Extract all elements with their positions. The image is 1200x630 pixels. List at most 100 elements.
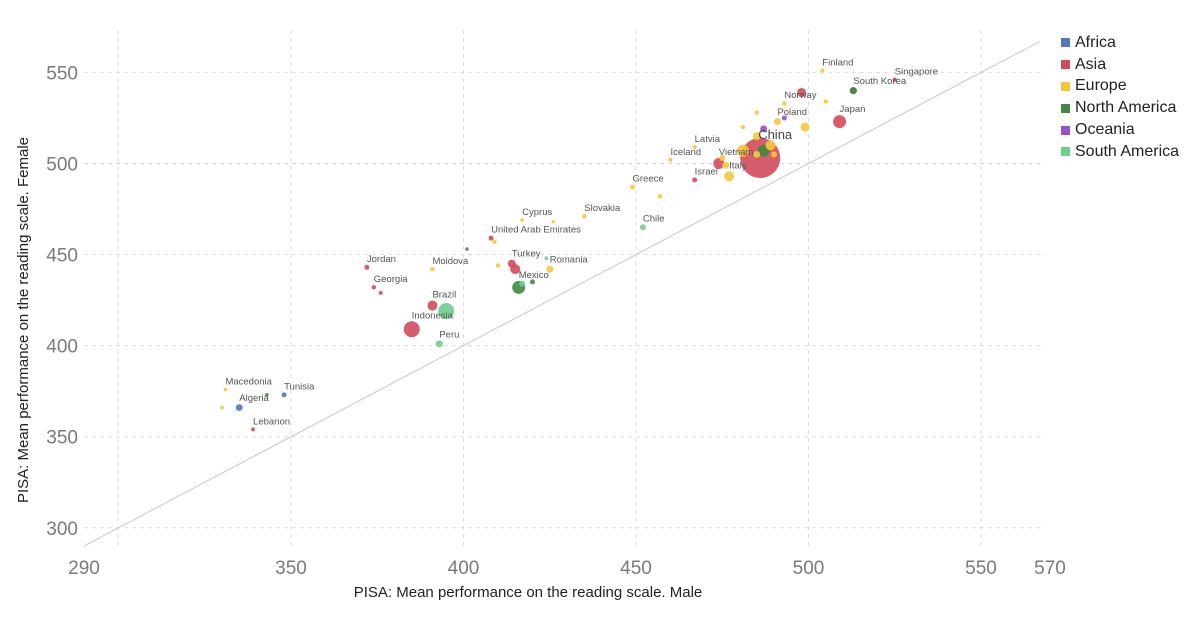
data-point [781,115,787,121]
data-point [752,132,761,141]
x-tick-label: 570 [1034,558,1066,579]
point-label: Singapore [895,67,938,78]
legend-item: Oceania [1061,119,1179,141]
point-label: Georgia [374,274,409,285]
data-point [544,256,549,261]
data-point [220,405,224,410]
data-point [722,161,730,169]
y-tick-label: 350 [46,428,78,449]
tick-labels: 290 350 400 450 500 550 570 300 350 400 450 500 550 [46,63,1066,579]
x-tick-label: 290 [68,558,100,579]
x-axis-title: PISA: Mean performance on the reading sc… [354,584,703,601]
x-tick-label: 550 [965,558,997,579]
point-label: China [758,127,793,142]
point-label: Algeria [239,393,269,404]
point-label: Finland [822,58,853,69]
reference-line [83,41,1040,547]
legend-label: South America [1075,142,1180,160]
legend-swatch [1061,81,1070,91]
data-point [833,115,847,129]
data-point [782,101,787,106]
y-tick-label: 400 [46,337,78,358]
y-tick-label: 500 [46,155,78,176]
legend-label: North America [1075,99,1177,117]
data-point [251,427,256,432]
legend-swatch [1061,103,1070,113]
data-point [820,68,825,73]
data-point [223,387,228,392]
x-tick-label: 350 [275,558,307,579]
data-point [582,214,587,219]
data-point [692,177,698,183]
legend-item: Europe [1061,76,1179,98]
point-label: Israel [695,166,718,177]
reference-line-layer [83,41,1040,547]
x-tick-label: 450 [620,558,652,579]
data-point [719,155,726,162]
data-point [430,266,435,272]
point-label: Brazil [432,290,456,301]
y-tick-label: 550 [46,63,78,84]
data-point [551,219,555,224]
data-point [465,247,469,251]
legend-label: Europe [1075,77,1127,95]
point-label: Slovakia [584,203,621,214]
data-point [797,87,807,97]
point-label: Cyprus [522,207,552,218]
point-label: Greece [633,174,664,185]
data-point [371,285,376,290]
legend-item: South America [1061,141,1179,163]
data-point [639,224,646,231]
point-label: Latvia [695,134,721,145]
legend-swatch [1061,38,1070,48]
y-axis-title: PISA: Mean performance on the reading sc… [15,137,32,503]
legend-item: Africa [1061,32,1179,54]
point-label: Macedonia [225,377,272,388]
data-point [754,110,759,115]
legend-swatch [1061,125,1070,135]
data-point [668,157,673,162]
legend-item: North America [1061,97,1179,119]
point-label: Iceland [671,147,702,158]
data-point [507,259,516,268]
legend-swatch [1061,60,1070,70]
data-point [771,151,777,158]
point-label: Italy [729,160,747,171]
data-point [403,321,420,338]
point-label: Japan [840,104,866,115]
data-point [773,118,781,126]
point-label: Romania [550,255,589,266]
data-point [281,392,287,398]
data-point [235,404,243,412]
data-point [657,194,663,199]
point-label: South Korea [853,76,907,87]
data-point [740,124,746,130]
data-point [546,265,554,273]
point-label: United Arab Emirates [491,225,581,236]
data-point [435,340,443,348]
data-point [495,263,501,268]
data-point [530,279,535,285]
legend-label: Africa [1075,33,1116,51]
point-label: Indonesia [412,310,454,321]
point-label: Jordan [367,254,396,265]
data-point [427,300,438,311]
point-label: Lebanon [253,416,290,427]
point-label: Moldova [432,256,469,267]
data-point [438,303,455,320]
legend-label: Asia [1075,55,1107,73]
point-label: Poland [777,107,807,118]
legend: Africa Asia Europe North America Oceania Sout… [1061,32,1179,163]
data-point [692,145,697,150]
data-point [630,184,636,190]
data-point [724,171,735,182]
point-label: Chile [643,213,665,224]
data-point [265,393,269,397]
data-point [823,99,828,104]
data-point [519,280,526,287]
y-tick-label: 450 [46,246,78,267]
legend-item: Asia [1061,54,1179,76]
point-label: Norway [784,90,816,101]
